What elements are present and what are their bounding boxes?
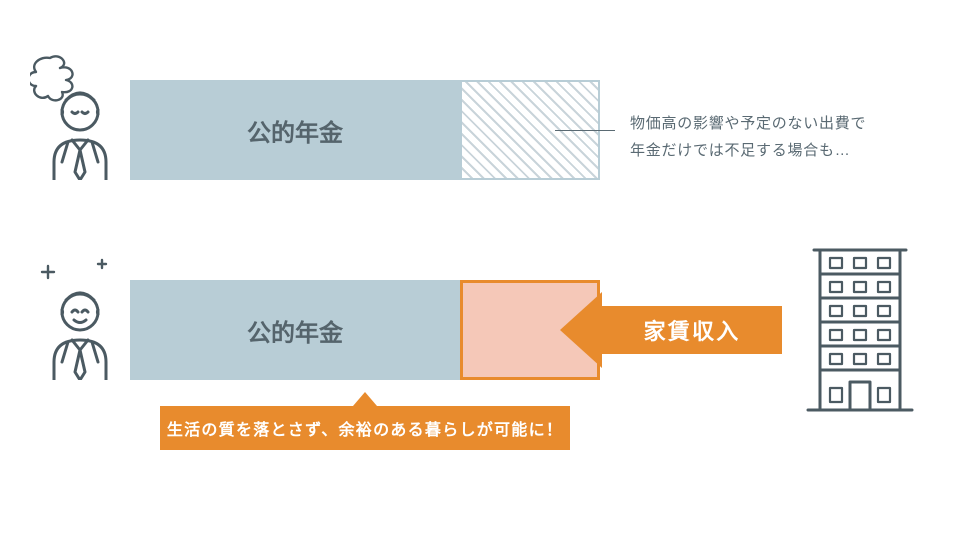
connector-line — [555, 130, 615, 131]
annotation-line1: 物価高の影響や予定のない出費で — [630, 110, 866, 137]
bar-row2: 公的年金 — [130, 280, 600, 380]
arrow-head-icon — [560, 292, 602, 368]
segment-pension-1: 公的年金 — [130, 80, 460, 180]
shortfall-annotation: 物価高の影響や予定のない出費で 年金だけでは不足する場合も… — [630, 110, 866, 164]
callout-text: 生活の質を落とさず、余裕のある暮らしが可能に！ — [167, 416, 563, 440]
benefit-callout: 生活の質を落とさず、余裕のある暮らしが可能に！ — [160, 406, 570, 450]
callout-pointer-icon — [353, 392, 377, 406]
rent-income-arrow: 家賃収入 — [560, 298, 790, 362]
person-happy-icon — [30, 252, 120, 380]
segment-pension-2: 公的年金 — [130, 280, 460, 380]
bar-row1: 公的年金 — [130, 80, 600, 180]
arrow-body: 家賃収入 — [602, 306, 782, 354]
building-icon — [800, 240, 920, 420]
annotation-line2: 年金だけでは不足する場合も… — [630, 137, 866, 164]
rent-arrow-label: 家賃収入 — [644, 314, 741, 346]
pension-label-1: 公的年金 — [247, 113, 343, 148]
person-worried-icon — [30, 52, 120, 180]
pension-label-2: 公的年金 — [247, 313, 343, 348]
